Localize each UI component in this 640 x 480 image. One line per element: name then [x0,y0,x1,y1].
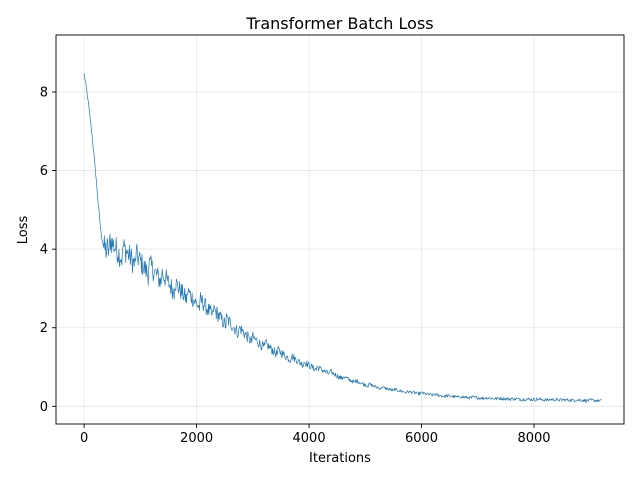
x-tick-label: 6000 [405,431,438,446]
y-tick-label: 8 [40,85,48,100]
y-tick-label: 2 [40,321,48,336]
x-tick-label: 8000 [517,431,550,446]
chart-title: Transformer Batch Loss [245,14,433,33]
grid-lines [56,35,624,424]
x-axis-ticks: 0 2000 4000 6000 8000 [80,424,551,446]
x-tick-label: 4000 [293,431,326,446]
x-tick-label: 2000 [180,431,213,446]
series-layer [83,73,602,403]
y-axis-label: Loss [16,216,31,245]
y-tick-label: 4 [40,243,48,258]
plot-frame [55,34,625,425]
y-tick-label: 0 [40,400,48,415]
y-tick-label: 6 [40,164,48,179]
loss-series-line [83,73,602,403]
y-axis-ticks: 0 2 4 6 8 [40,85,56,415]
x-tick-label: 0 [80,431,88,446]
x-axis-label: Iterations [309,451,371,466]
